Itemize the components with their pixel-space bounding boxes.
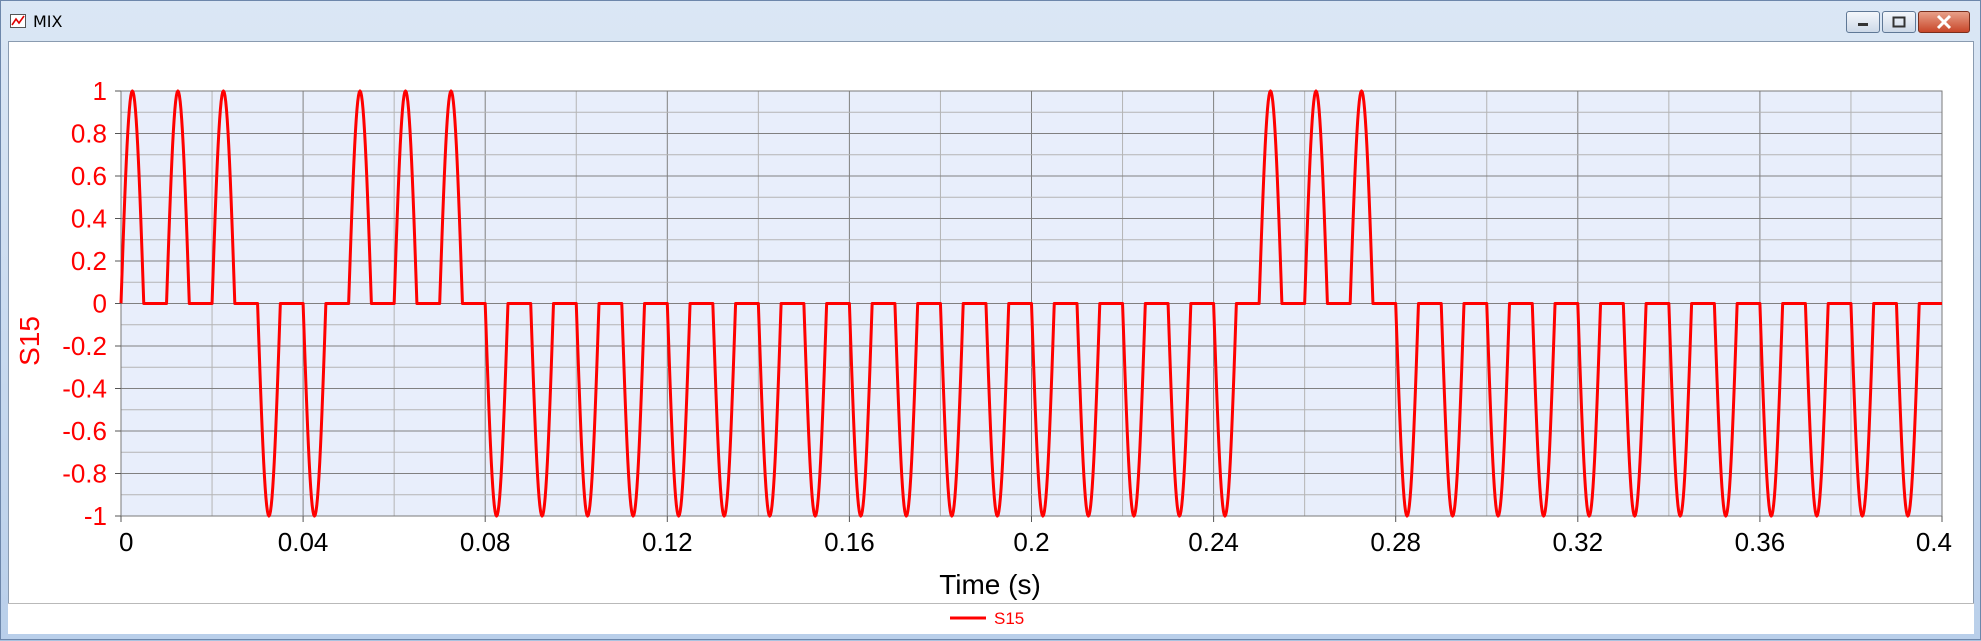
y-tick-label: -0.6 (62, 416, 107, 446)
y-tick-label: -0.8 (62, 459, 107, 489)
x-tick-label: 0.32 (1552, 527, 1603, 557)
y-tick-label: 0.2 (71, 246, 107, 276)
minimize-button[interactable] (1846, 11, 1880, 33)
title-bar[interactable]: MIX (1, 1, 1980, 41)
x-tick-label: 0.16 (824, 527, 875, 557)
x-tick-label: 0.24 (1188, 527, 1239, 557)
y-tick-label: 0.4 (71, 204, 107, 234)
x-tick-label: 0.08 (460, 527, 511, 557)
y-tick-label: -0.4 (62, 374, 107, 404)
x-tick-label: 0 (119, 527, 133, 557)
x-tick-label: 0.2 (1013, 527, 1049, 557)
y-tick-label: -0.2 (62, 331, 107, 361)
y-tick-label: 0.8 (71, 119, 107, 149)
maximize-icon (1892, 16, 1906, 28)
legend-label: S15 (994, 609, 1024, 628)
y-tick-label: 1 (93, 76, 107, 106)
y-tick-label: -1 (84, 501, 107, 531)
series-line-S15 (119, 89, 1942, 518)
x-tick-label: 0.12 (642, 527, 693, 557)
x-tick-label: 0.36 (1735, 527, 1786, 557)
x-axis-label: Time (s) (939, 569, 1041, 600)
y-axis-label: S15 (14, 316, 45, 366)
legend: S15 (950, 609, 1024, 628)
minimize-icon (1858, 23, 1868, 26)
close-icon (1936, 14, 1952, 30)
x-tick-label: 0.28 (1370, 527, 1421, 557)
y-tick-label: 0.6 (71, 161, 107, 191)
maximize-button[interactable] (1882, 11, 1916, 33)
close-button[interactable] (1918, 11, 1970, 33)
x-tick-label: 0.4 (1916, 527, 1952, 557)
window-title: MIX (33, 12, 63, 31)
legend-bar (8, 603, 1974, 634)
y-tick-label: 0 (93, 289, 107, 319)
chart-icon (10, 14, 26, 28)
x-tick-label: 0.04 (278, 527, 329, 557)
